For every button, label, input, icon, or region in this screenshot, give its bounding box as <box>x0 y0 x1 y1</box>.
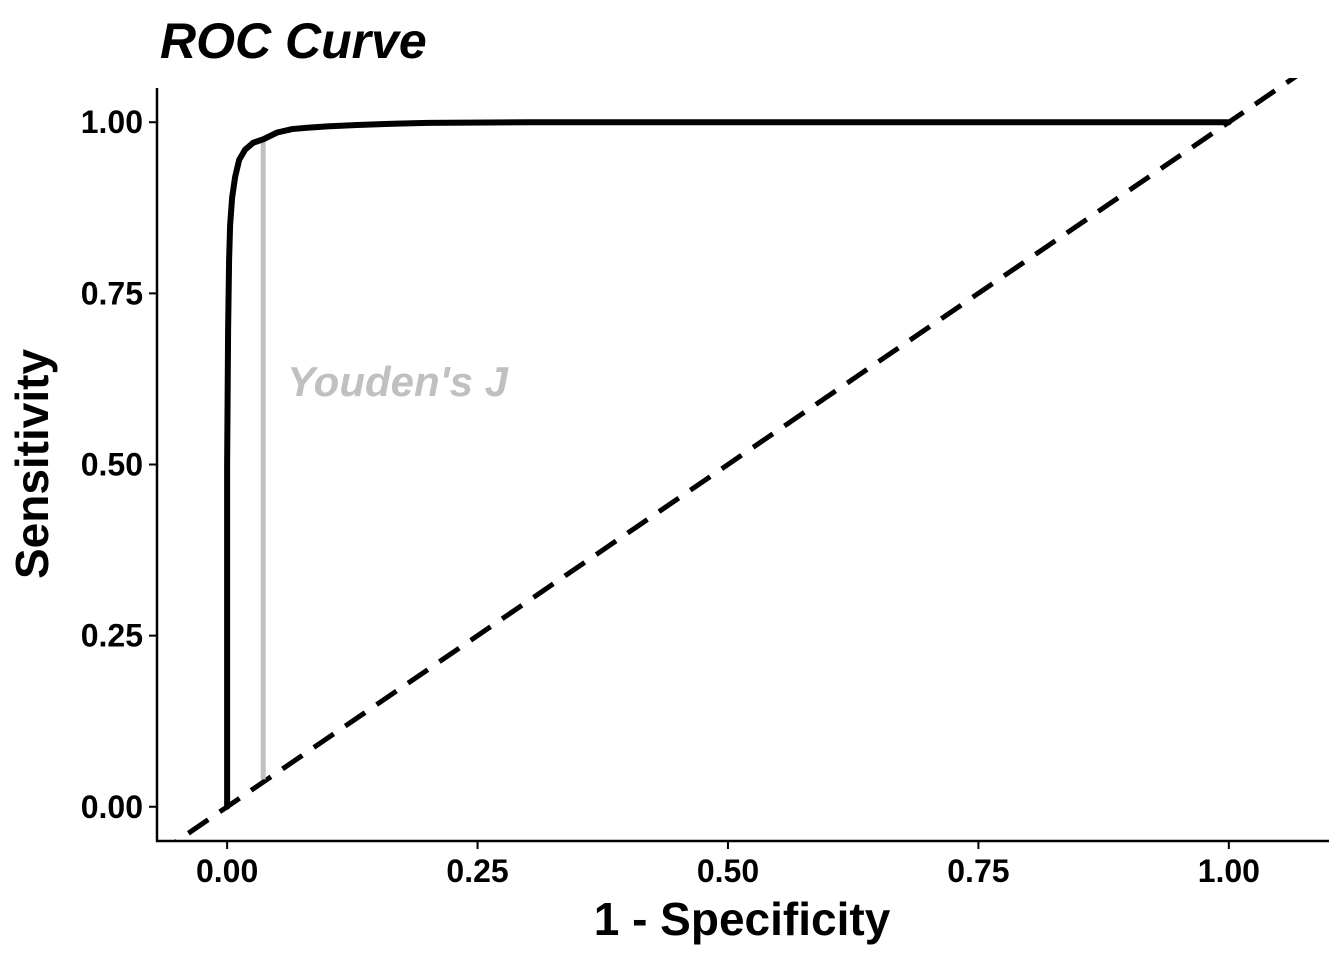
y-axis-ticks: 0.00 0.25 0.50 0.75 1.00 <box>81 104 157 825</box>
y-tick-label: 0.50 <box>81 447 143 483</box>
youden-j-label: Youden's J <box>287 358 509 405</box>
x-tick-label: 0.75 <box>947 853 1009 889</box>
x-tick-label: 0.00 <box>196 853 258 889</box>
roc-curve-line <box>224 119 1232 810</box>
x-axis-title: 1 - Specificity <box>594 893 891 945</box>
chart-title: ROC Curve <box>160 13 427 69</box>
x-tick-label: 1.00 <box>1198 853 1260 889</box>
y-tick-label: 0.25 <box>81 618 143 654</box>
diagonal-reference-line <box>172 78 1298 841</box>
y-tick-label: 1.00 <box>81 104 143 140</box>
y-tick-label: 0.75 <box>81 275 143 311</box>
x-tick-label: 0.25 <box>446 853 508 889</box>
y-tick-label: 0.00 <box>81 789 143 825</box>
x-tick-label: 0.50 <box>697 853 759 889</box>
plot-area: Youden's J <box>172 78 1298 841</box>
x-axis-ticks: 0.00 0.25 0.50 0.75 1.00 <box>196 841 1260 889</box>
y-axis-title: Sensitivity <box>6 349 58 580</box>
